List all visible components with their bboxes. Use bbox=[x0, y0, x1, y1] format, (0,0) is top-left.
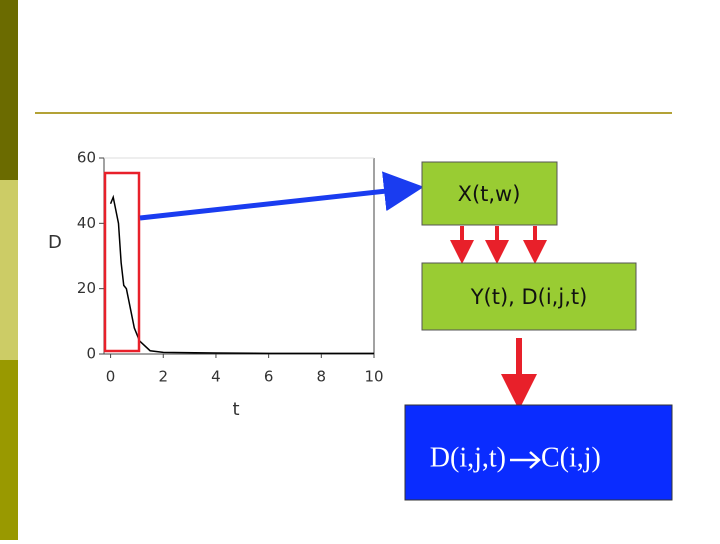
x-tick-label: 0 bbox=[106, 368, 116, 386]
side-bar bbox=[0, 0, 18, 180]
box-label: X(t,w) bbox=[458, 182, 521, 206]
x-axis-label: t bbox=[232, 399, 239, 420]
x-tick-label: 4 bbox=[211, 368, 221, 386]
arrow bbox=[139, 171, 424, 221]
plot: 0 20 40 60 0 2 4 6 8 10 bbox=[77, 149, 384, 386]
box bbox=[421, 161, 558, 226]
box bbox=[421, 262, 637, 331]
arrow-icon bbox=[510, 451, 541, 469]
y-tick-label: 40 bbox=[77, 214, 96, 232]
side-bar bbox=[0, 180, 18, 360]
y-tick-label: 60 bbox=[77, 149, 96, 167]
box-label: Y(t), D(i,j,t) bbox=[470, 285, 588, 309]
y-axis-label: D bbox=[48, 232, 62, 253]
y-tick-label: 0 bbox=[86, 345, 96, 363]
box bbox=[404, 404, 673, 501]
y-tick-label: 20 bbox=[77, 279, 96, 297]
x-tick-label: 6 bbox=[264, 368, 274, 386]
x-tick-label: 2 bbox=[158, 368, 168, 386]
box-label: C(i,j) bbox=[541, 442, 601, 473]
box-label: D(i,j,t) bbox=[430, 442, 506, 473]
x-tick-label: 10 bbox=[364, 368, 383, 386]
x-tick-label: 8 bbox=[317, 368, 327, 386]
side-bar bbox=[0, 360, 18, 540]
highlight bbox=[103, 171, 141, 353]
data-line bbox=[109, 194, 374, 355]
